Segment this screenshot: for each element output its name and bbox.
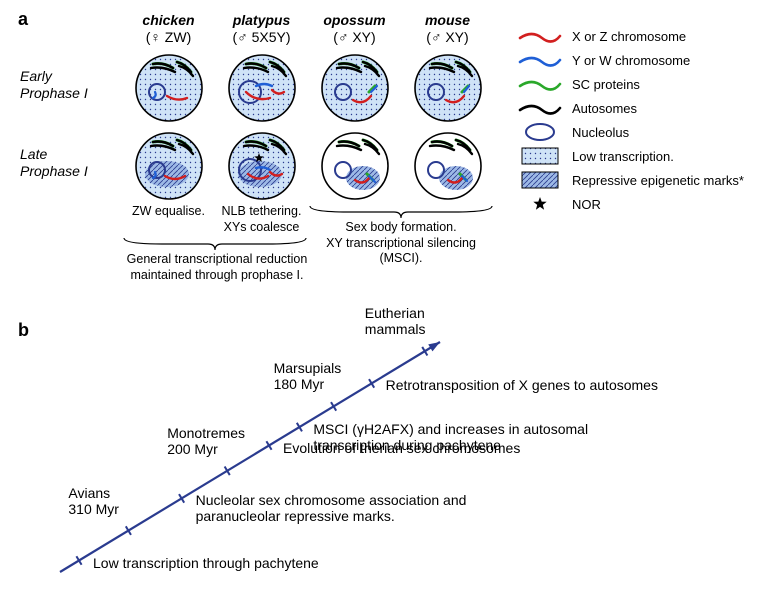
legend-row-yw: Y or W chromosome	[518, 52, 744, 68]
tick-above-8: Eutherianmammals	[365, 305, 426, 337]
col-sub-0: (♀ ZW)	[122, 29, 215, 46]
legend-swatch-xz	[518, 28, 562, 44]
legend-label-auto: Autosomes	[572, 101, 637, 116]
legend-label-nucleolus: Nucleolus	[572, 125, 629, 140]
legend-swatch-yw	[518, 52, 562, 68]
tick-below-0: Low transcription through pachytene	[93, 555, 319, 571]
panel-a-label: a	[18, 9, 28, 30]
col-head-0: chicken (♀ ZW)	[122, 12, 215, 46]
legend-label-nor: NOR	[572, 197, 601, 212]
cell-mouse-late	[412, 130, 484, 202]
legend: X or Z chromosome Y or W chromosome SC pro…	[518, 28, 744, 220]
legend-label-repress: Repressive epigenetic marks*	[572, 173, 744, 188]
legend-row-nor: NOR	[518, 196, 744, 212]
brace-left-text: General transcriptional reductionmaintai…	[100, 252, 334, 283]
legend-label-yw: Y or W chromosome	[572, 53, 690, 68]
row1-cells	[122, 52, 494, 124]
anno-col-1: NLB tethering.XYs coalesce	[215, 204, 308, 235]
legend-swatch-lowtx	[518, 148, 562, 164]
col-sub-1: (♂ 5X5Y)	[215, 29, 308, 46]
cell-platypus-late	[226, 130, 298, 202]
col-sub-3: (♂ XY)	[401, 29, 494, 46]
row-label-0-text: EarlyProphase I	[20, 68, 88, 101]
cell-platypus-early	[226, 52, 298, 124]
row-label-0: EarlyProphase I	[20, 68, 116, 102]
legend-swatch-nucleolus	[518, 124, 562, 140]
legend-swatch-nor	[518, 196, 562, 212]
col-sub-2: (♂ XY)	[308, 29, 401, 46]
legend-label-sc: SC proteins	[572, 77, 640, 92]
legend-swatch-auto	[518, 100, 562, 116]
legend-label-lowtx: Low transcription.	[572, 149, 674, 164]
panel-a: a chicken (♀ ZW) platypus (♂ 5X5Y) oposs…	[20, 12, 760, 46]
row-label-1-text: LateProphase I	[20, 146, 88, 179]
col-species-1: platypus	[215, 12, 308, 29]
timeline-svg	[20, 322, 760, 592]
cell-mouse-early	[412, 52, 484, 124]
cell-opossum-late	[319, 130, 391, 202]
legend-swatch-repress	[518, 172, 562, 188]
tick-above-6: Marsupials180 Myr	[274, 360, 342, 392]
tick-below-7: Retrotransposition of X genes to autosom…	[386, 377, 658, 393]
tick-above-1: Avians310 Myr	[68, 485, 119, 517]
col-species-2: opossum	[308, 12, 401, 29]
anno-col-0: ZW equalise.	[122, 204, 215, 220]
panel-b-label: b	[18, 320, 29, 341]
legend-row-auto: Autosomes	[518, 100, 744, 116]
legend-row-lowtx: Low transcription.	[518, 148, 744, 164]
panel-b: b Low transcription through pachytene Avi…	[20, 322, 760, 592]
cell-chicken-late	[133, 130, 205, 202]
legend-swatch-sc	[518, 76, 562, 92]
row2-cells	[122, 130, 494, 202]
brace-right-text: Sex body formation.XY transcriptional si…	[308, 220, 494, 267]
brace-right-svg	[308, 204, 494, 220]
col-head-1: platypus (♂ 5X5Y)	[215, 12, 308, 46]
legend-row-repress: Repressive epigenetic marks*	[518, 172, 744, 188]
cell-chicken-early	[133, 52, 205, 124]
tick-below-2: Nucleolar sex chromosome association and…	[196, 492, 467, 524]
col-head-3: mouse (♂ XY)	[401, 12, 494, 46]
legend-row-nucleolus: Nucleolus	[518, 124, 744, 140]
col-species-3: mouse	[401, 12, 494, 29]
legend-row-sc: SC proteins	[518, 76, 744, 92]
row-label-1: LateProphase I	[20, 146, 116, 180]
col-head-2: opossum (♂ XY)	[308, 12, 401, 46]
cell-opossum-early	[319, 52, 391, 124]
tick-above-3: Monotremes200 Myr	[167, 425, 245, 457]
tick-below-5: MSCI (γH2AFX) and increases in autosomal…	[313, 421, 588, 453]
brace-left-svg	[122, 236, 308, 252]
col-species-0: chicken	[122, 12, 215, 29]
legend-row-xz: X or Z chromosome	[518, 28, 744, 44]
legend-label-xz: X or Z chromosome	[572, 29, 686, 44]
